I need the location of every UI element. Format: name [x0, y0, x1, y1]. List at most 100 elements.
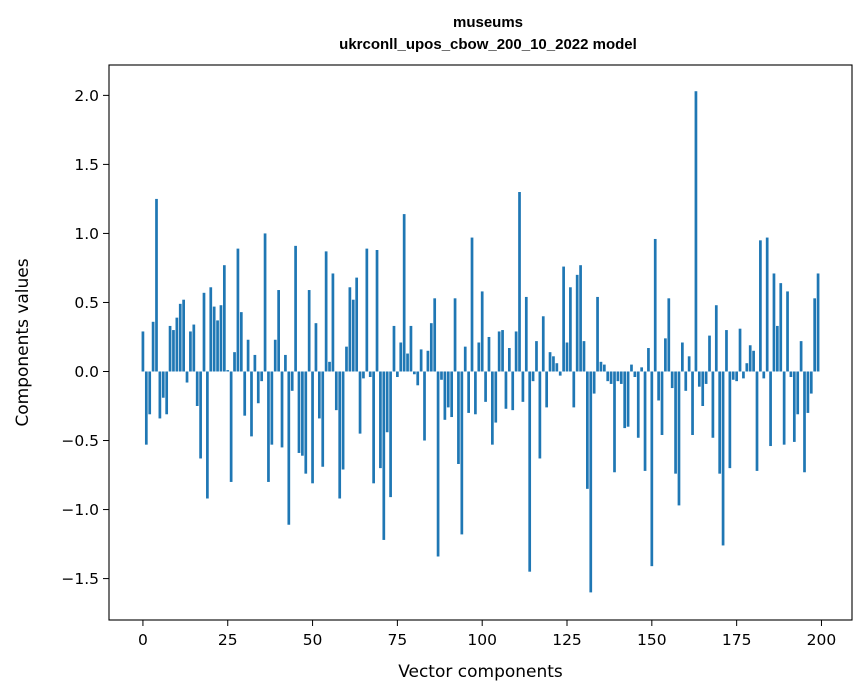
bar-96: [467, 371, 470, 413]
bar-52: [317, 371, 321, 419]
bar-51: [314, 323, 318, 372]
bar-149: [647, 348, 650, 372]
bar-199: [816, 273, 820, 372]
bar-15: [192, 324, 196, 372]
bar-40: [277, 290, 280, 372]
y-tick-label: 1.5: [74, 156, 99, 174]
bar-123: [558, 371, 562, 376]
bar-93: [457, 371, 460, 464]
plot-frame: [108, 64, 853, 621]
bar-129: [579, 265, 582, 372]
x-axis-ticks: 0 25 50 75 100 125 150 175 200: [138, 620, 836, 649]
bar-41: [280, 371, 284, 448]
bar-159: [681, 342, 684, 372]
bar-163: [694, 91, 698, 372]
bar-131: [586, 371, 589, 489]
bar-88: [440, 371, 443, 380]
bar-157: [674, 371, 677, 474]
bar-193: [796, 371, 800, 415]
bar-13: [185, 371, 189, 383]
bar-18: [202, 292, 206, 372]
bar-14: [189, 331, 192, 372]
bar-2: [148, 371, 152, 415]
bar-58: [338, 371, 342, 499]
bar-116: [535, 341, 538, 372]
bar-187: [776, 325, 779, 372]
bar-113: [524, 296, 528, 372]
bar-137: [606, 371, 610, 382]
bar-121: [552, 356, 555, 372]
bar-87: [436, 371, 440, 557]
bar-111: [518, 192, 521, 372]
y-tick-label: −1.0: [61, 501, 99, 519]
bar-83: [423, 371, 426, 441]
bar-56: [331, 273, 335, 372]
bar-22: [216, 320, 219, 372]
bar-168: [711, 371, 715, 438]
bar-45: [294, 245, 297, 372]
bar-38: [270, 371, 274, 445]
bar-73: [389, 371, 392, 498]
chart-title: museums: [453, 14, 523, 31]
bar-79: [409, 325, 413, 372]
bar-86: [433, 298, 437, 372]
bar-60: [345, 346, 348, 372]
bar-143: [626, 371, 630, 427]
bar-47: [301, 371, 304, 456]
bar-43: [287, 371, 291, 525]
bar-82: [419, 349, 423, 372]
bar-37: [267, 371, 270, 482]
bar-59: [341, 371, 345, 470]
bar-25: [226, 370, 230, 372]
bar-94: [460, 371, 464, 535]
bar-174: [731, 371, 735, 380]
bar-61: [348, 287, 352, 372]
bar-104: [494, 371, 498, 423]
bar-108: [507, 348, 511, 372]
bar-42: [284, 354, 287, 372]
bar-196: [806, 371, 810, 413]
bar-164: [697, 371, 701, 387]
bar-39: [273, 339, 277, 372]
bar-148: [643, 371, 647, 471]
bar-92: [453, 298, 457, 372]
bar-181: [755, 371, 759, 471]
x-tick-label: 75: [388, 631, 408, 649]
bar-48: [304, 371, 308, 474]
bar-154: [664, 338, 667, 372]
bar-57: [334, 371, 338, 411]
bar-135: [599, 361, 603, 372]
bar-124: [562, 266, 565, 372]
bar-85: [429, 323, 433, 372]
bar-36: [263, 233, 267, 372]
bar-106: [501, 330, 504, 372]
bar-97: [470, 237, 474, 372]
bar-0: [141, 331, 145, 372]
bars-group: [141, 91, 820, 593]
bar-69: [375, 250, 379, 372]
bar-177: [742, 371, 745, 379]
bar-152: [657, 371, 660, 401]
bar-66: [365, 248, 369, 372]
bar-77: [402, 214, 406, 372]
x-tick-label: 100: [467, 631, 497, 649]
y-axis-ticks: −1.5 −1.0 −0.5 0.0 0.5 1.0 1.5 2.0: [61, 87, 109, 588]
bar-11: [178, 303, 182, 372]
x-tick-label: 50: [303, 631, 323, 649]
bar-115: [531, 371, 535, 382]
bar-156: [670, 371, 674, 389]
bar-190: [786, 291, 789, 372]
bar-160: [684, 371, 688, 391]
x-axis-label: Vector components: [398, 662, 563, 682]
bar-50: [311, 371, 314, 484]
bar-170: [718, 371, 722, 474]
bar-119: [545, 371, 549, 408]
y-tick-label: −1.5: [61, 570, 99, 588]
bar-10: [175, 317, 179, 372]
bar-169: [714, 305, 718, 372]
bar-161: [687, 356, 691, 372]
bar-55: [328, 361, 331, 372]
bar-107: [504, 371, 508, 409]
bar-17: [199, 371, 202, 459]
